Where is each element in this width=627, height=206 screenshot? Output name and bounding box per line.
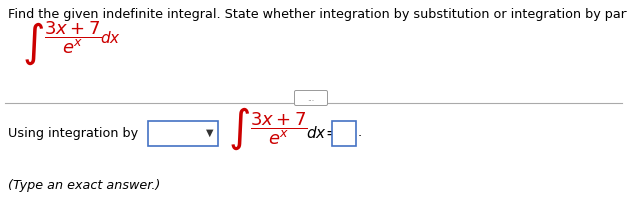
Text: $\int$: $\int$	[22, 21, 44, 67]
Text: $\dfrac{3x+7}{e^x}$: $\dfrac{3x+7}{e^x}$	[44, 20, 102, 56]
FancyBboxPatch shape	[332, 121, 356, 146]
Text: $dx\!=\!$: $dx\!=\!$	[306, 125, 339, 141]
Text: (Type an exact answer.): (Type an exact answer.)	[8, 179, 161, 192]
Text: .: .	[358, 126, 362, 139]
Text: $\int$: $\int$	[228, 106, 250, 152]
Text: Using integration by: Using integration by	[8, 126, 138, 139]
Text: $\dfrac{3x+7}{e^x}$: $\dfrac{3x+7}{e^x}$	[250, 111, 308, 147]
Text: ▼: ▼	[206, 128, 214, 138]
FancyBboxPatch shape	[148, 121, 218, 146]
Text: ...: ...	[307, 94, 315, 103]
Text: Find the given indefinite integral. State whether integration by substitution or: Find the given indefinite integral. Stat…	[8, 8, 627, 21]
FancyBboxPatch shape	[295, 90, 327, 105]
Text: $dx$: $dx$	[100, 30, 121, 46]
